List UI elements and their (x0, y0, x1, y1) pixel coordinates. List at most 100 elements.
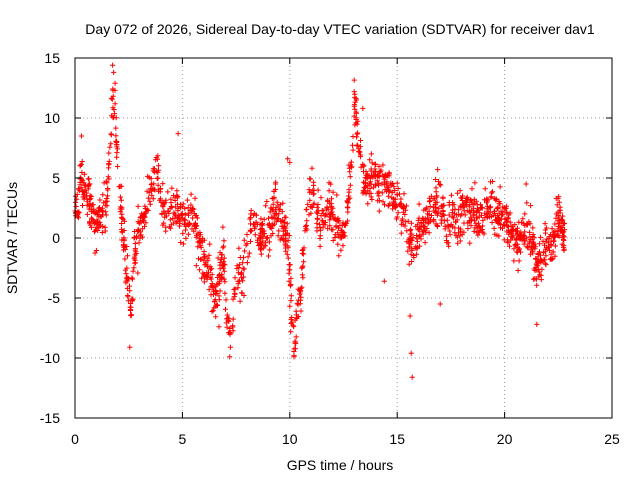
data-point (264, 198, 270, 205)
data-point (463, 202, 469, 208)
data-point (472, 218, 478, 224)
data-point (147, 198, 153, 204)
data-point (445, 222, 451, 228)
data-point (317, 225, 323, 231)
data-point (506, 243, 513, 249)
data-point (360, 168, 367, 175)
data-point (535, 254, 541, 260)
data-point (201, 237, 207, 243)
data-point (145, 173, 151, 179)
data-point (261, 216, 267, 222)
data-point (132, 240, 138, 247)
data-point (291, 324, 297, 330)
data-point (358, 164, 364, 170)
y-tick-label: -15 (40, 410, 60, 426)
data-point (283, 231, 289, 237)
data-point (369, 196, 375, 203)
data-point (105, 165, 112, 171)
x-axis-label: GPS time / hours (287, 457, 394, 473)
data-point (220, 224, 226, 230)
data-point (408, 220, 414, 226)
data-point (193, 263, 199, 269)
data-point (462, 212, 468, 218)
data-point (201, 257, 207, 263)
data-point (447, 232, 453, 238)
data-point (368, 151, 374, 157)
data-point (248, 228, 255, 234)
data-point (362, 180, 368, 186)
data-point (106, 150, 112, 156)
data-point (119, 220, 125, 227)
data-point (187, 207, 193, 214)
data-point (446, 199, 452, 206)
data-point (385, 193, 391, 199)
data-point (496, 200, 502, 206)
data-point (188, 202, 194, 208)
data-point (559, 224, 565, 230)
data-point (220, 245, 226, 251)
data-point (538, 272, 544, 278)
data-point (388, 180, 394, 186)
data-point (332, 234, 338, 241)
data-point (272, 186, 279, 193)
data-point (206, 287, 212, 293)
data-point (457, 238, 463, 244)
data-point (376, 208, 382, 214)
data-point (557, 207, 563, 213)
data-point (136, 240, 142, 246)
data-point (338, 247, 344, 253)
data-point (280, 200, 286, 206)
data-point (367, 179, 373, 185)
data-point (409, 374, 415, 380)
data-point (432, 202, 438, 208)
data-point (216, 273, 222, 279)
data-point (289, 314, 295, 321)
data-point (221, 255, 227, 261)
data-point (436, 206, 442, 212)
data-point (398, 196, 404, 202)
data-point (263, 240, 269, 246)
data-point (308, 210, 314, 216)
data-point (143, 210, 149, 216)
data-point (85, 186, 91, 192)
data-point (192, 195, 198, 201)
data-point (283, 248, 289, 254)
data-point (467, 240, 473, 246)
data-point (543, 253, 549, 259)
data-point (381, 202, 388, 208)
data-point (351, 77, 357, 83)
data-point (259, 245, 265, 251)
data-point (282, 235, 288, 241)
data-point (273, 212, 279, 218)
data-point (112, 80, 118, 86)
data-point (88, 193, 94, 200)
data-point (542, 227, 549, 233)
data-point (325, 197, 331, 203)
data-point (527, 237, 533, 243)
data-point (213, 314, 219, 320)
data-point (182, 206, 188, 212)
data-point (242, 248, 248, 254)
data-point (99, 207, 105, 214)
data-point (88, 224, 94, 230)
data-point (137, 215, 143, 221)
data-point (114, 154, 120, 160)
data-point (432, 209, 438, 215)
data-point (355, 142, 361, 148)
data-point (315, 211, 321, 217)
data-point (221, 261, 227, 267)
data-point (416, 201, 422, 207)
data-point (114, 146, 121, 152)
data-point (125, 298, 131, 304)
data-point (556, 215, 562, 221)
data-point (516, 258, 522, 264)
data-point (416, 227, 422, 233)
data-point (122, 256, 128, 262)
data-point (105, 193, 111, 199)
data-point (269, 225, 275, 231)
data-point (201, 251, 207, 257)
data-point (307, 197, 313, 203)
data-point (232, 286, 238, 292)
data-point (258, 241, 264, 247)
data-point (365, 175, 371, 181)
